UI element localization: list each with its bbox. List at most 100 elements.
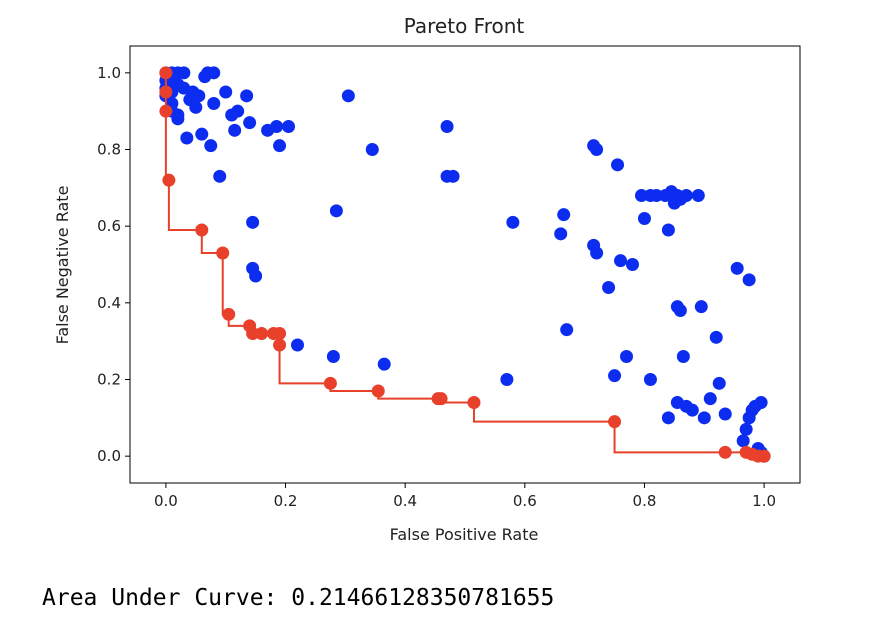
auc-result: Area Under Curve: 0.21466128350781655 (42, 585, 554, 611)
scatter-point (446, 169, 460, 183)
pareto-point (195, 223, 209, 237)
scatter-point (341, 89, 355, 103)
scatter-point (440, 120, 454, 133)
scatter-point (694, 300, 708, 314)
scatter-point (500, 373, 514, 386)
scatter-point (626, 258, 639, 271)
scatter-point (365, 143, 379, 156)
scatter-point (679, 189, 693, 202)
pareto-point (255, 327, 269, 340)
x-axis-label: False Positive Rate (390, 525, 539, 544)
scatter-point (676, 350, 690, 363)
plot-frame (129, 45, 801, 484)
scatter-point (291, 338, 304, 352)
scatter-point (742, 273, 756, 287)
scatter-point (673, 304, 687, 317)
y-axis-ticks: 0.0 0.2 0.4 0.6 0.8 1.0 (97, 64, 130, 465)
scatter-point (231, 104, 245, 118)
scatter-point (620, 350, 634, 363)
scatter-point (739, 422, 753, 436)
y-tick-label: 0.8 (97, 141, 121, 159)
scatter-point (329, 204, 343, 218)
scatter-point (189, 100, 203, 114)
scatter-point (207, 97, 221, 110)
scatter-point (709, 330, 723, 344)
pareto-point (159, 104, 173, 118)
pareto-point (757, 449, 771, 463)
x-tick-label: 1.0 (752, 492, 776, 510)
scatter-point (637, 212, 651, 225)
scatter-point (718, 407, 732, 421)
y-tick-label: 1.0 (97, 64, 121, 82)
pareto-point (323, 376, 337, 390)
scatter-point (614, 254, 628, 268)
scatter-point (634, 189, 648, 202)
scatter-point (736, 434, 750, 448)
pareto-point (246, 327, 260, 340)
pareto-point (467, 396, 481, 409)
pareto-point (159, 66, 173, 80)
scatter-point (207, 66, 221, 80)
y-tick-label: 0.2 (97, 371, 121, 389)
scatter-point (228, 123, 242, 137)
pareto-point (273, 338, 287, 352)
y-tick-label: 0.0 (97, 447, 121, 465)
x-tick-label: 0.2 (274, 492, 298, 510)
scatter-point (213, 169, 227, 183)
scatter-point (171, 112, 185, 126)
scatter-point (180, 131, 194, 145)
pareto-point (434, 392, 448, 406)
scatter-point (270, 120, 284, 133)
scatter-point (377, 357, 391, 371)
scatter-point (730, 261, 744, 275)
pareto-chart: Pareto Front 0.0 0.2 0.4 0.6 0.8 1.0 0.00.20.… (53, 14, 801, 544)
scatter-point (661, 411, 675, 425)
pareto-point (273, 327, 287, 340)
scatter-point (243, 116, 257, 130)
scatter-point (560, 323, 574, 337)
scatter-point (326, 350, 340, 363)
pareto-point (718, 445, 732, 459)
scatter-point (240, 89, 254, 103)
scatter-point (204, 139, 218, 153)
scatter-point (602, 281, 616, 294)
scatter-point (691, 189, 705, 202)
scatter-point (506, 215, 520, 229)
scatter-point (661, 223, 675, 237)
x-tick-label: 0.8 (633, 492, 657, 510)
pareto-point (608, 415, 622, 429)
pareto-point (222, 307, 236, 321)
y-axis-label: False Negative Rate (53, 186, 72, 345)
pareto-point (159, 85, 173, 99)
auc-value: 0.21466128350781655 (291, 585, 555, 611)
scatter-point (697, 411, 711, 425)
scatter-point (219, 85, 233, 99)
x-tick-label: 0.0 (154, 492, 178, 510)
scatter-point (246, 215, 260, 229)
scatter-point (177, 66, 191, 80)
plot-area (159, 66, 771, 463)
scatter-point (554, 227, 568, 241)
scatter-point (273, 139, 287, 153)
scatter-point (649, 189, 663, 202)
scatter-point (249, 269, 263, 283)
scatter-point (590, 143, 604, 156)
chart-title: Pareto Front (404, 14, 525, 38)
pareto-point (162, 173, 176, 187)
scatter-point (557, 208, 571, 222)
scatter-point (590, 246, 604, 260)
scatter-point (195, 127, 209, 141)
x-axis-ticks: 0.0 0.2 0.4 0.6 0.8 1.0 (154, 483, 776, 510)
x-tick-label: 0.4 (393, 492, 417, 510)
scatter-point (754, 396, 768, 409)
y-tick-label: 0.6 (97, 217, 121, 235)
scatter-point (703, 392, 717, 406)
y-tick-label: 0.4 (97, 294, 121, 312)
scatter-point (685, 403, 699, 417)
scatter-point (608, 369, 622, 383)
scatter-point (712, 376, 726, 390)
pareto-point (371, 384, 385, 398)
scatter-point (611, 158, 625, 172)
x-tick-label: 0.6 (513, 492, 537, 510)
scatter-point (282, 120, 296, 133)
